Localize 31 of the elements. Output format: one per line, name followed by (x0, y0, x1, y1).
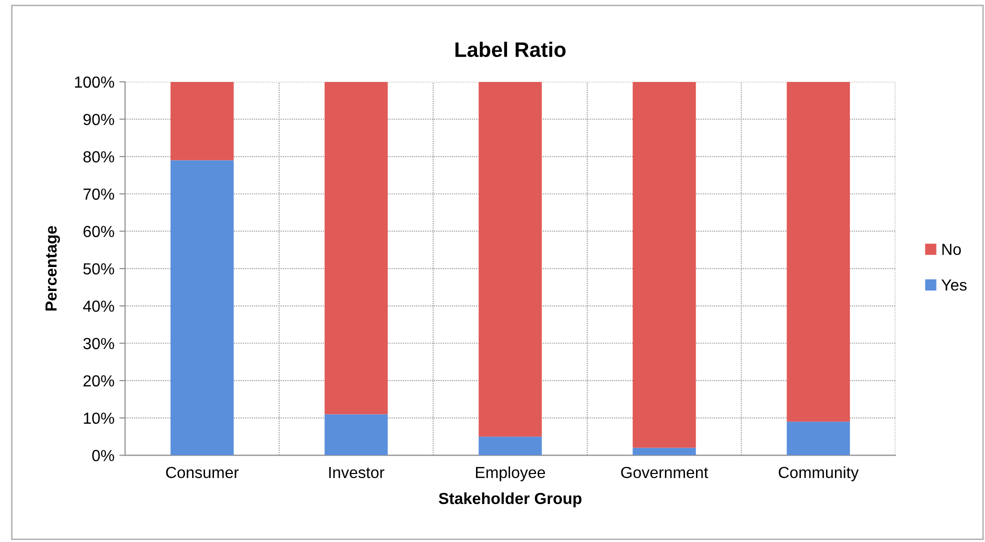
x-tick-label: Consumer (166, 466, 239, 478)
y-tick-label: 40% (83, 300, 114, 312)
bar (324, 82, 388, 414)
bar (786, 82, 850, 422)
bar (478, 436, 542, 456)
y-tick-label: 70% (84, 188, 114, 200)
chart-title: Label Ratio (455, 42, 566, 58)
x-tick-label: Employee (476, 466, 546, 482)
y-tick-label: 90% (83, 114, 114, 126)
x-tick-label: Investor (329, 466, 384, 478)
y-tick-label: 50% (83, 263, 114, 275)
y-tick-label: 0% (92, 450, 114, 462)
bar (786, 422, 850, 456)
bar (478, 82, 542, 437)
legend-label: No (942, 244, 961, 256)
bar (632, 82, 696, 448)
x-axis-title: Stakeholder Group (438, 492, 582, 508)
bar (632, 448, 696, 456)
y-tick-label: 10% (84, 412, 114, 424)
bar (324, 414, 388, 456)
y-tick-label: 30% (83, 338, 114, 350)
bar (170, 160, 234, 456)
y-tick-label: 60% (84, 226, 114, 238)
y-tick-label: 100% (75, 76, 114, 88)
x-tick-label: Government (621, 466, 708, 478)
y-axis-title: Percentage (46, 226, 60, 311)
legend-label: Yes (941, 280, 967, 291)
y-tick-label: 20% (84, 375, 114, 387)
x-tick-label: Community (778, 466, 859, 482)
y-tick-label: 80% (83, 151, 114, 162)
bar (170, 82, 234, 160)
